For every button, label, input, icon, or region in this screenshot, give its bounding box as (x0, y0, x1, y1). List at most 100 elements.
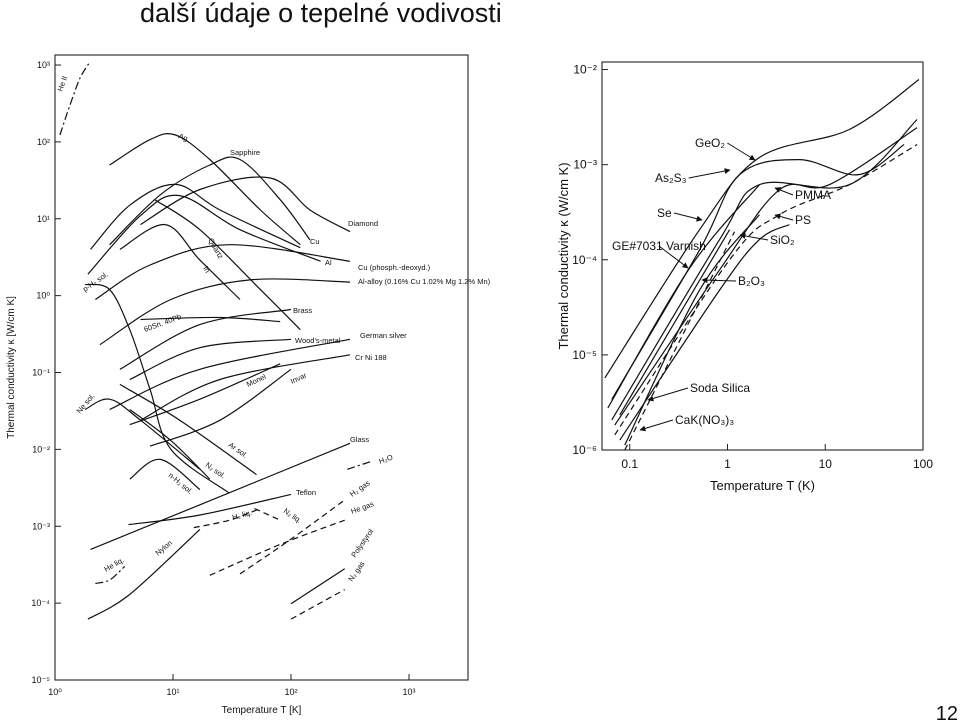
curve-label: German silver (360, 331, 407, 340)
curve (129, 338, 292, 381)
curve (624, 214, 760, 446)
curve-label: Monel (245, 372, 268, 389)
curve (87, 528, 201, 620)
curve-label: Soda Silica (690, 381, 750, 395)
curve (149, 368, 292, 447)
curve (84, 398, 201, 470)
page-number: 12 (936, 703, 958, 725)
x-tick-label: 1 (724, 457, 731, 471)
curve (140, 354, 351, 421)
curve-label: Brass (293, 306, 312, 315)
x-tick-label: 10 (819, 457, 833, 471)
curve (87, 194, 321, 275)
curve-label: Ar sol. (227, 440, 250, 460)
curve (119, 223, 241, 300)
x-tick-label: 10² (284, 687, 297, 697)
curve (109, 338, 351, 411)
curve (607, 184, 760, 409)
curve-label: GeO₂ (695, 136, 725, 150)
curve (614, 127, 918, 426)
curve (119, 383, 257, 476)
curve-label: Cr Ni 188 (355, 353, 387, 362)
curve (611, 119, 918, 421)
y-axis-title: Thermal conductivity κ (W/cm K) (556, 162, 571, 349)
curve (290, 589, 345, 620)
curve (193, 507, 261, 529)
curve-label: As₂S₃ (655, 171, 687, 185)
curve-label: Polystyrol (349, 527, 375, 559)
curve-label: N₂ liq. (282, 506, 304, 525)
curve-label: Glass (350, 435, 369, 444)
curve-label: Diamond (348, 219, 378, 228)
curve-label: n-H₂ sol. (167, 471, 195, 496)
label-arrow (774, 213, 794, 221)
curve-label: Invar (289, 370, 308, 385)
label-arrow (701, 277, 737, 284)
curve-label: CaK(NO₃)₃ (675, 413, 734, 427)
y-tick-label: 10⁻² (573, 63, 597, 77)
curve-label: 60Sn. 40Pb (143, 312, 183, 334)
label-arrow (688, 168, 731, 179)
curve-label: H₂ liq. (231, 508, 253, 522)
x-tick-label: 10⁰ (48, 687, 62, 697)
label-arrow (647, 387, 689, 402)
curve (254, 507, 281, 521)
curve (59, 61, 91, 136)
curve (129, 409, 211, 480)
curve (129, 458, 201, 491)
curve-label: Ag (177, 131, 189, 143)
y-tick-label: 10⁻⁶ (572, 443, 597, 457)
y-tick-label: 10⁻⁴ (31, 598, 50, 608)
label-arrow (639, 419, 674, 432)
curve (129, 363, 281, 426)
curve (140, 176, 351, 233)
slide-title: další údaje o tepelné vodivosti (140, 0, 502, 28)
curve (209, 519, 345, 576)
curve-label: B₂O₃ (738, 274, 765, 288)
curve (619, 229, 731, 416)
curve (604, 79, 920, 379)
curve-label: Cu (phosph.-deoxyd.) (358, 263, 431, 272)
curve (611, 143, 905, 400)
label-arrow (673, 212, 703, 222)
curve-label: Teflon (296, 488, 316, 497)
label-arrow (739, 232, 769, 241)
curve-label: He II (55, 75, 69, 93)
plot-frame (54, 54, 469, 681)
curve (109, 156, 311, 246)
curve (140, 316, 281, 323)
curve-label: Wood's-metal (295, 336, 341, 345)
curve (347, 461, 371, 470)
curve (95, 565, 126, 585)
y-tick-label: 10⁻⁵ (32, 675, 51, 685)
curve (290, 568, 346, 605)
x-tick-label: 10¹ (166, 687, 179, 697)
curve-label: Quartz (206, 237, 225, 261)
curve (95, 244, 351, 301)
x-tick-label: 10³ (402, 687, 415, 697)
label-arrow (658, 245, 689, 269)
label-arrow (727, 142, 756, 161)
curve-label: He liq. (103, 555, 126, 573)
curve (84, 283, 230, 494)
x-axis-title: Temperature T [K] (222, 705, 302, 716)
y-axis-title: Thermal conductivity κ [W/cm K] (6, 296, 17, 439)
label-arrow (774, 187, 794, 196)
x-tick-label: 0.1 (621, 457, 638, 471)
y-tick-label: 10⁻⁵ (572, 348, 597, 362)
curve (128, 493, 292, 526)
curve-label: Al-alloy (0.16% Cu 1.02% Mg 1.2% Mn) (358, 277, 491, 286)
curve-label: He gas (350, 499, 376, 516)
curve-label: N₂ gas (346, 559, 366, 583)
curve (624, 231, 736, 451)
y-tick-label: 10⁻² (32, 444, 50, 454)
curve-label: PS (795, 213, 811, 227)
curve-label: Sapphire (230, 148, 260, 157)
x-tick-label: 100 (913, 457, 933, 471)
curve-label: Cu (310, 237, 320, 246)
curve (614, 143, 918, 436)
curve-label: Nylon (154, 538, 174, 557)
y-tick-label: 10⁻³ (573, 158, 597, 172)
curve (109, 133, 301, 246)
